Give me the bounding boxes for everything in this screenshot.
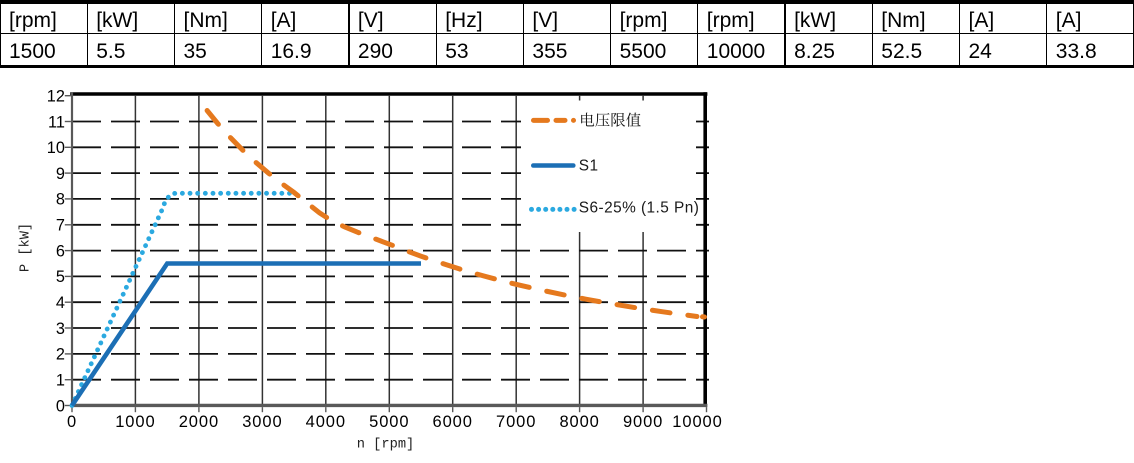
svg-text:n [rpm]: n [rpm] <box>357 437 415 452</box>
svg-text:0: 0 <box>56 397 65 415</box>
svg-text:12: 12 <box>47 88 65 106</box>
svg-text:2: 2 <box>56 346 65 364</box>
svg-text:5000: 5000 <box>369 413 409 431</box>
svg-text:3: 3 <box>56 320 65 338</box>
svg-text:3000: 3000 <box>242 413 282 431</box>
svg-text:10: 10 <box>47 139 65 157</box>
svg-text:4: 4 <box>56 294 65 312</box>
svg-text:1000: 1000 <box>115 413 155 431</box>
svg-text:4000: 4000 <box>306 413 346 431</box>
svg-text:2000: 2000 <box>179 413 219 431</box>
svg-text:5: 5 <box>56 268 65 286</box>
svg-text:S6-25% (1.5 Pn): S6-25% (1.5 Pn) <box>579 200 700 217</box>
svg-text:8000: 8000 <box>559 413 599 431</box>
svg-text:11: 11 <box>48 113 65 131</box>
svg-text:9000: 9000 <box>623 413 663 431</box>
svg-text:6000: 6000 <box>433 413 473 431</box>
svg-text:6: 6 <box>56 242 65 260</box>
svg-text:9: 9 <box>56 165 65 183</box>
svg-text:S1: S1 <box>579 157 599 174</box>
svg-text:P [kW]: P [kW] <box>19 223 34 272</box>
svg-text:0: 0 <box>67 413 77 431</box>
svg-text:8: 8 <box>56 191 65 209</box>
svg-text:7000: 7000 <box>496 413 536 431</box>
svg-text:1: 1 <box>56 372 65 390</box>
svg-text:7: 7 <box>56 217 65 235</box>
svg-text:10000: 10000 <box>672 413 722 431</box>
